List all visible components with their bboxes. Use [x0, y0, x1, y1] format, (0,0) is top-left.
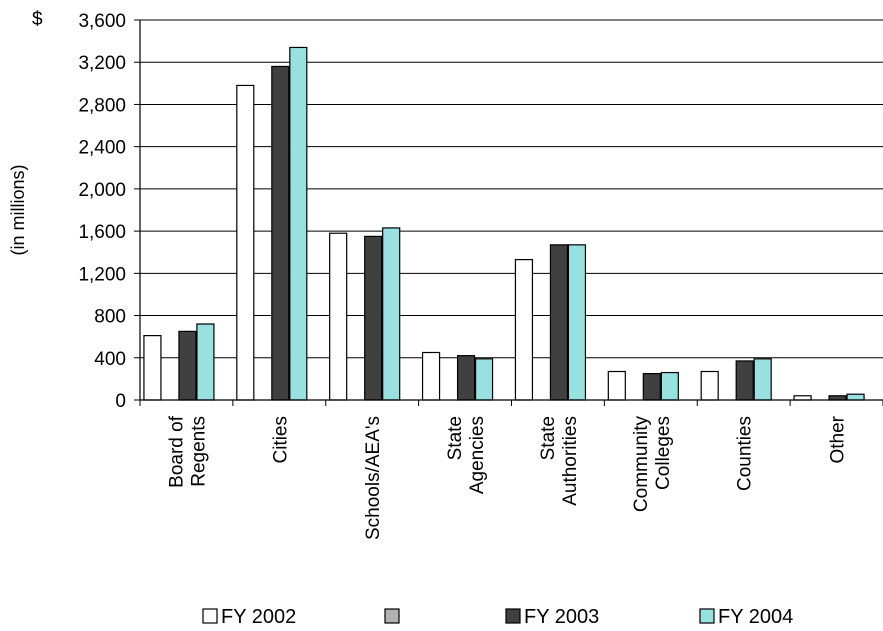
bar	[289, 46, 308, 401]
x-category-label: State	[538, 416, 559, 460]
legend-swatch	[699, 608, 715, 624]
x-category-labels: Board of Regents Cities Schools/AEA's State A…	[166, 415, 848, 540]
bar	[828, 395, 847, 401]
bars	[143, 46, 865, 401]
legend: FY 2002 FY 2003 FY 2004	[202, 606, 793, 628]
y-tick-label: 1,600	[78, 222, 126, 243]
gridlines	[134, 19, 883, 401]
y-tick-label: 0	[115, 391, 126, 412]
y-tick-label: 800	[94, 307, 126, 328]
x-category-label: Agencies	[467, 416, 488, 494]
legend-label: FY 2004	[718, 606, 793, 628]
currency-symbol: $	[32, 9, 43, 30]
bar	[700, 370, 719, 401]
y-tick-label: 2,800	[78, 95, 126, 116]
x-category-label: Counties	[735, 416, 756, 491]
bar	[753, 358, 772, 401]
bar	[236, 84, 255, 401]
y-tick-label: 2,000	[78, 180, 126, 201]
bar	[364, 235, 383, 401]
y-tick-label: 1,200	[78, 264, 126, 285]
axes	[139, 20, 883, 406]
bar	[549, 244, 569, 401]
legend-swatch	[384, 608, 400, 624]
bar	[474, 358, 494, 401]
y-tick-label: 400	[94, 349, 126, 370]
bar	[514, 259, 534, 401]
legend-swatch	[505, 608, 521, 624]
bar	[660, 371, 679, 401]
bar	[421, 351, 441, 401]
bar	[567, 244, 587, 401]
bar	[846, 393, 865, 401]
legend-swatch	[202, 608, 218, 624]
bar	[793, 395, 812, 401]
bar	[329, 232, 348, 401]
x-category-label: Cities	[270, 416, 291, 464]
bar	[607, 370, 626, 401]
bar	[642, 373, 661, 401]
bar	[196, 323, 215, 401]
x-category-label: Colleges	[653, 416, 674, 490]
bar	[178, 330, 197, 401]
y-tick-label: 3,600	[78, 11, 126, 32]
bar	[382, 227, 401, 401]
bar	[143, 335, 162, 401]
x-category-label: Board of	[166, 415, 187, 488]
x-category-label: State	[445, 416, 466, 460]
y-axis-label: (in millions)	[8, 164, 28, 255]
legend-label: FY 2002	[221, 606, 296, 628]
y-tick-label: 2,400	[78, 138, 126, 159]
x-category-label: Regents	[188, 416, 209, 487]
bar	[271, 65, 290, 401]
x-category-label: Schools/AEA's	[363, 416, 384, 540]
legend-label: FY 2003	[524, 606, 599, 628]
bar	[735, 360, 754, 401]
x-category-label: Other	[828, 415, 849, 463]
x-category-label: Authorities	[560, 416, 581, 506]
y-tick-label: 3,200	[78, 53, 126, 74]
x-category-label: Community	[631, 416, 652, 513]
bar	[456, 355, 476, 401]
y-tick-labels: 0 400 800 1,200 1,600 2,000 2,400 2,800 3,200 3,6…	[78, 11, 126, 412]
